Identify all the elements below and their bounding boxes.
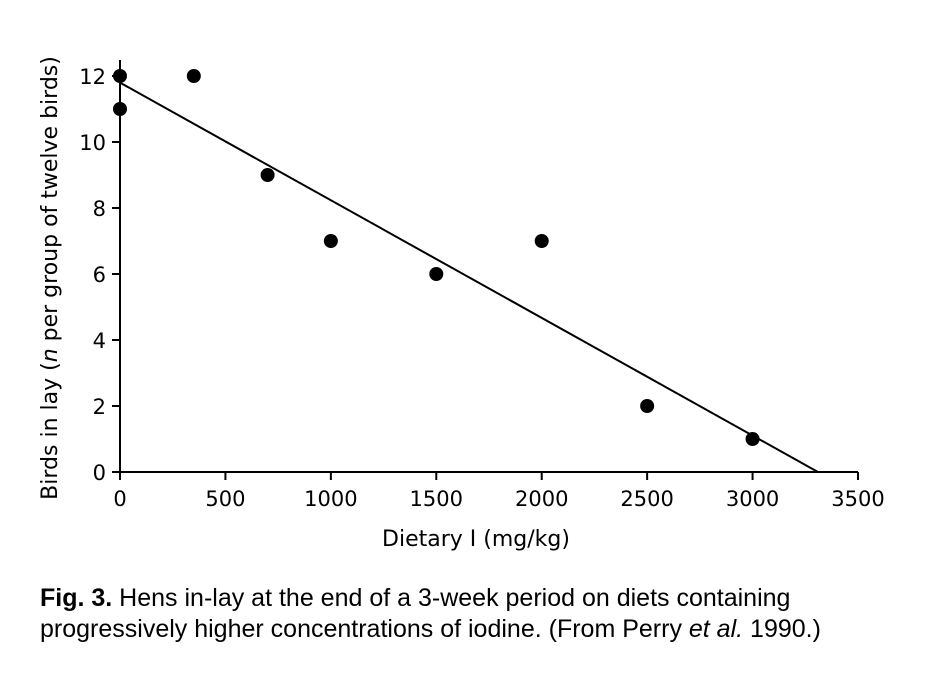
y-axis-label-suffix: per group of twelve birds)	[38, 56, 63, 348]
x-tick-label: 500	[205, 487, 245, 511]
y-tick-label: 10	[79, 131, 106, 155]
x-axis-label: Dietary I (mg/kg)	[382, 527, 570, 552]
data-point	[113, 102, 127, 116]
data-point	[113, 69, 127, 83]
data-point	[534, 234, 549, 248]
data-point	[186, 69, 201, 83]
caption-italic: et al.	[688, 615, 744, 643]
y-axis-ticks: 0 2 4 6 8 10 12	[79, 65, 120, 485]
figure-caption: Fig. 3. Hens in-lay at the end of a 3-we…	[40, 583, 900, 645]
data-point	[429, 267, 444, 281]
caption-label: Fig. 3.	[40, 584, 113, 612]
caption-text: Hens in-lay at the end of a 3-week perio…	[40, 584, 791, 643]
y-axis-label-italic: n	[38, 348, 63, 362]
x-axis-ticks: 0 500 1000 1500 2000 2500 3000 3500	[113, 472, 885, 511]
y-tick-label: 8	[93, 197, 106, 221]
scatter-chart: 0 500 1000 1500 2000 2500 3000 3500 0 2 4 6 8 10 12 D…	[38, 56, 885, 552]
chart-axes	[119, 60, 858, 473]
data-point	[260, 168, 275, 182]
regression-line-group	[119, 81, 819, 473]
y-axis-label: Birds in lay (n per group of twelve bird…	[38, 56, 63, 500]
y-tick-label: 6	[93, 263, 106, 287]
y-axis-label-prefix: Birds in lay (	[38, 362, 63, 500]
data-point	[323, 234, 338, 248]
x-tick-label: 1000	[304, 487, 357, 511]
data-points	[113, 69, 760, 446]
data-point	[745, 432, 760, 446]
y-tick-label: 2	[93, 395, 106, 419]
x-tick-label: 1500	[410, 487, 463, 511]
regression-line	[119, 81, 819, 473]
y-tick-label: 4	[93, 329, 106, 353]
y-tick-label: 0	[93, 461, 106, 485]
x-tick-label: 3500	[831, 487, 884, 511]
data-point	[640, 399, 655, 413]
x-tick-label: 3000	[726, 487, 779, 511]
caption-text-end: 1990.)	[743, 615, 821, 643]
x-tick-label: 2000	[515, 487, 568, 511]
x-tick-label: 0	[113, 487, 126, 511]
x-tick-label: 2500	[620, 487, 673, 511]
y-tick-label: 12	[79, 65, 106, 89]
